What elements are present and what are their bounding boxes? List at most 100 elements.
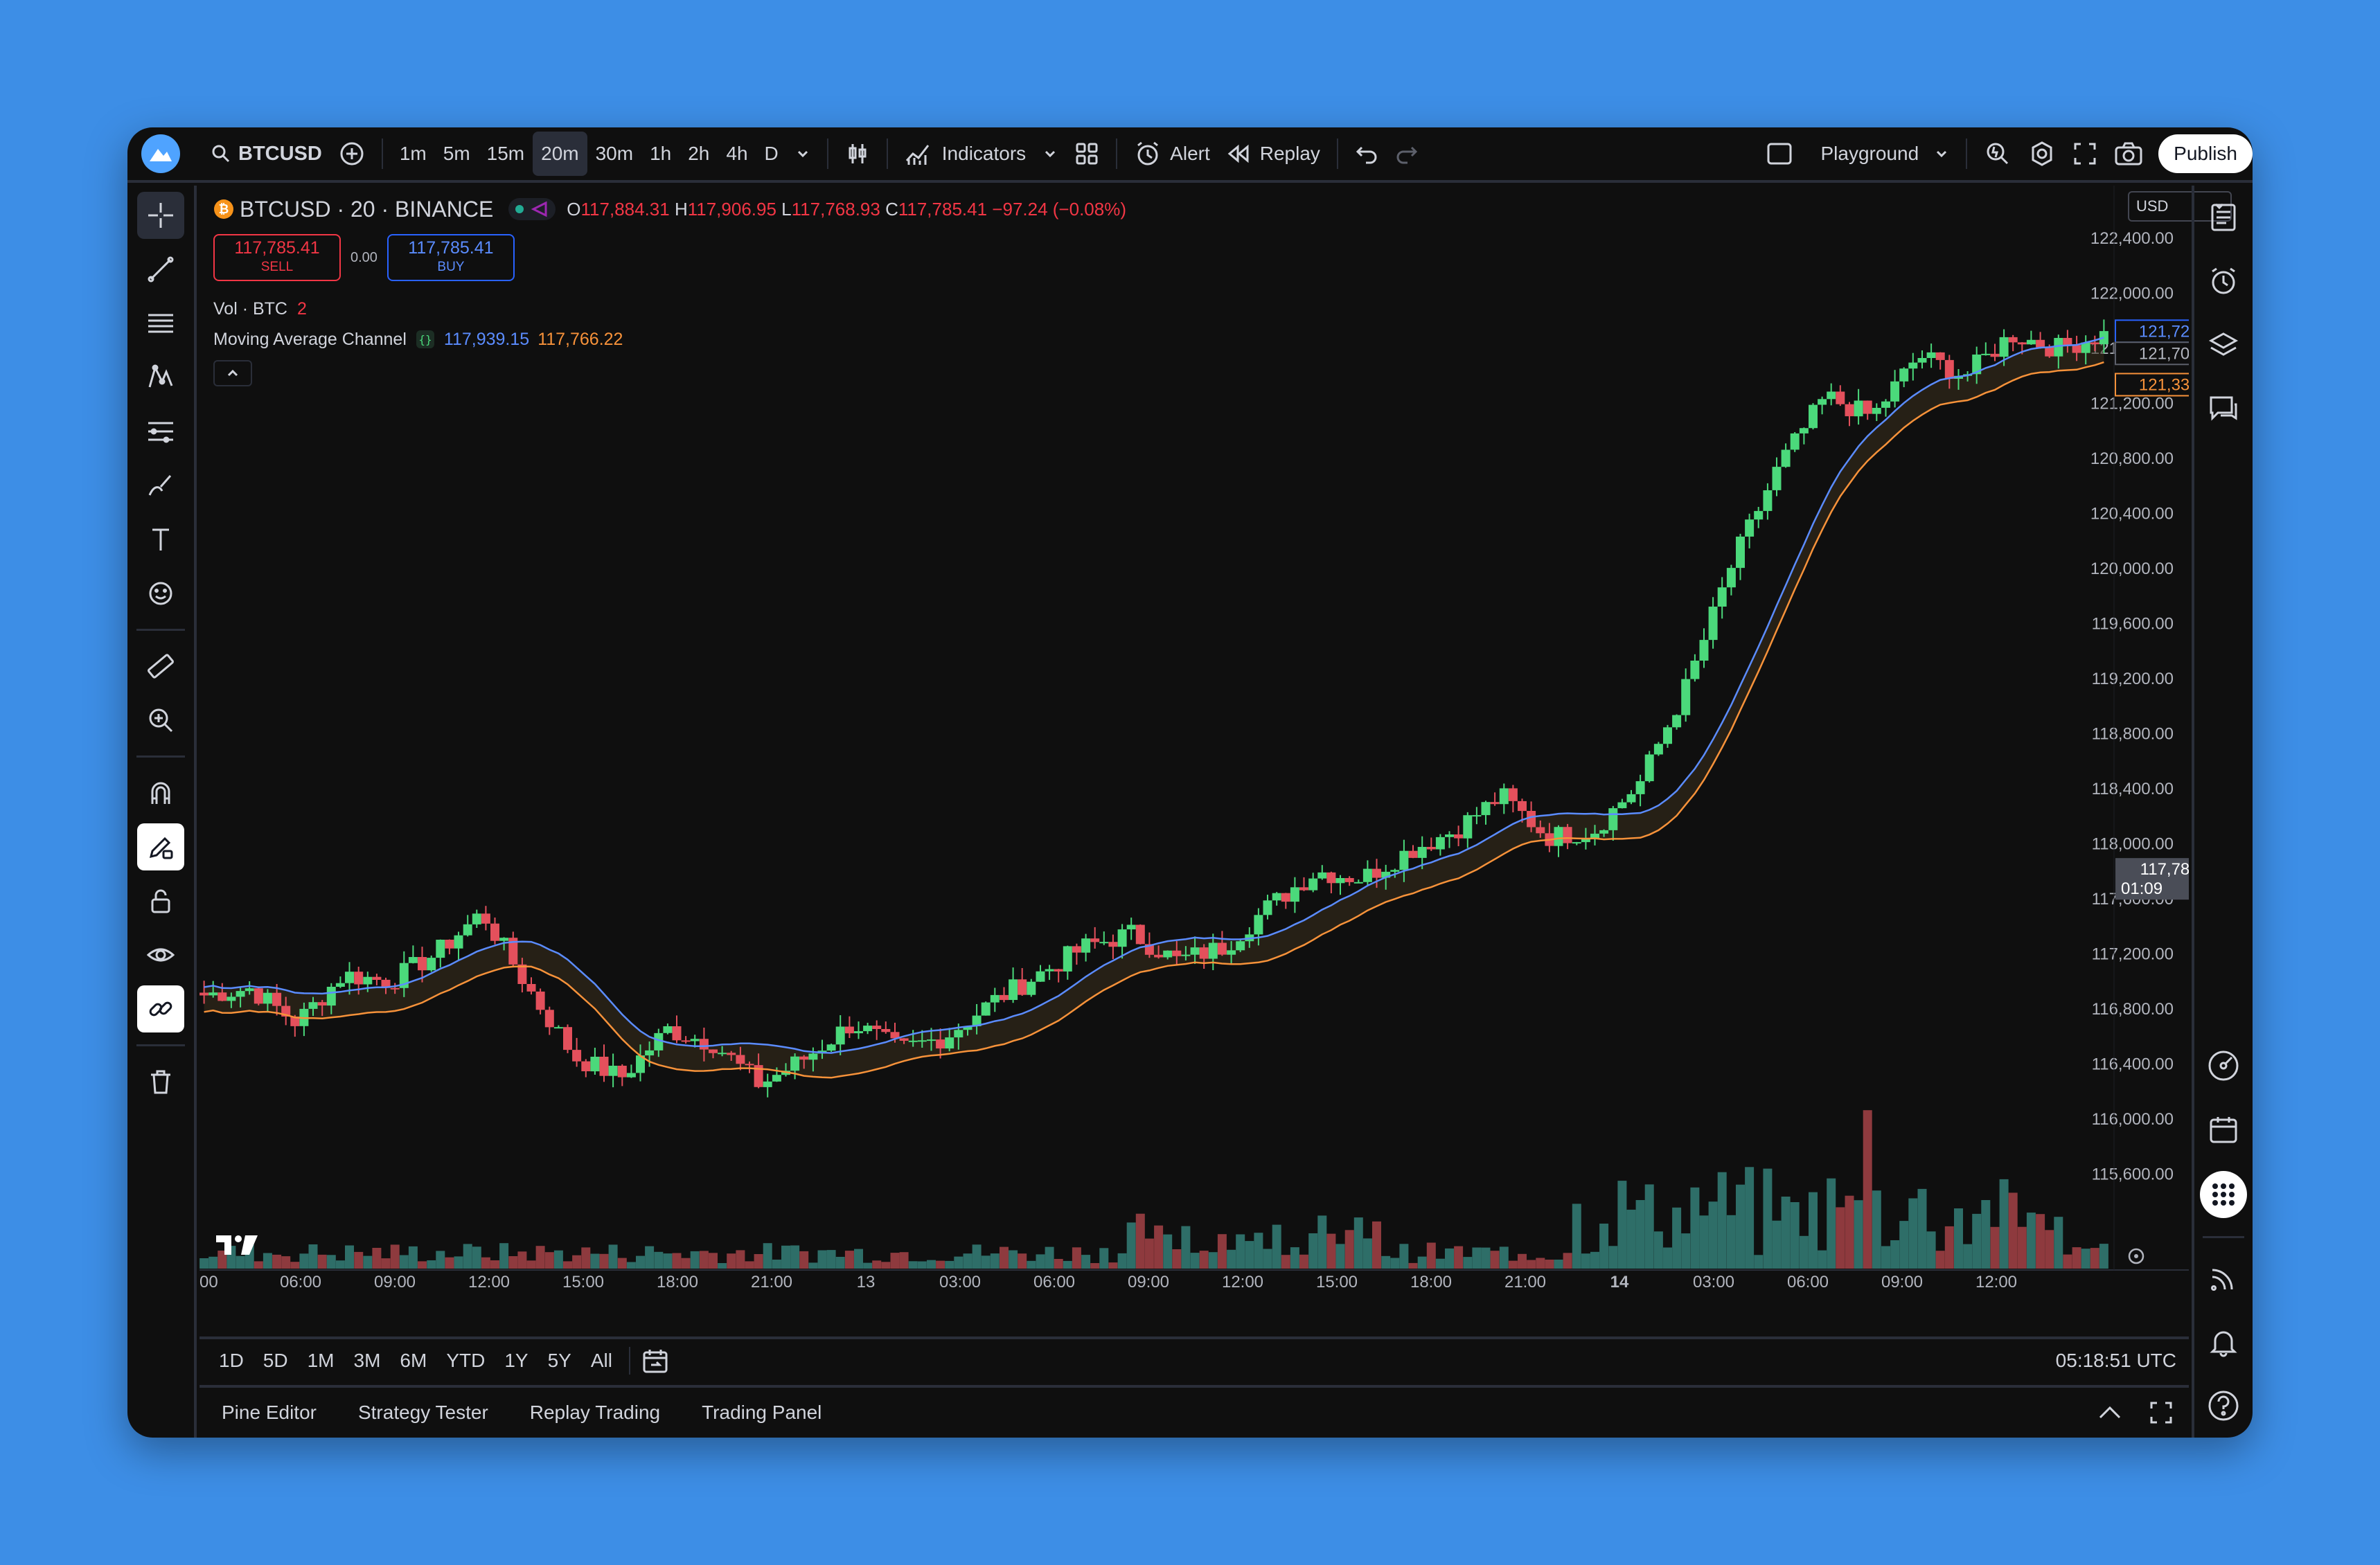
fullscreen-button[interactable]: [2064, 132, 2106, 176]
candle-body: [690, 1039, 700, 1041]
candle-body: [2045, 347, 2054, 357]
undo-button[interactable]: [1347, 132, 1387, 176]
volume-bar: [2026, 1213, 2036, 1269]
indicators-button[interactable]: Indicators: [896, 132, 1034, 176]
sell-button[interactable]: 117,785.41 SELL: [213, 234, 341, 281]
chevron-up-icon[interactable]: [2096, 1402, 2124, 1423]
compare-symbol-button[interactable]: [330, 132, 373, 176]
candle-body: [1781, 449, 1791, 467]
stay-in-drawing-mode-tool[interactable]: [137, 823, 184, 870]
market-status[interactable]: [508, 198, 556, 220]
tradingview-logo: [216, 1235, 258, 1255]
range-6m[interactable]: 6M: [400, 1350, 427, 1371]
lock-drawings-tool[interactable]: [137, 877, 184, 924]
notifications-button[interactable]: [2201, 1320, 2246, 1364]
quick-search-button[interactable]: [1975, 132, 2020, 176]
range-all[interactable]: All: [590, 1350, 612, 1371]
templates-button[interactable]: [1066, 132, 1108, 176]
settings-button[interactable]: [2020, 132, 2064, 176]
interval-dropdown[interactable]: [787, 132, 819, 176]
spread-value: 0.00: [350, 249, 378, 265]
range-ytd[interactable]: YTD: [446, 1350, 486, 1371]
watchlist-button[interactable]: [2201, 195, 2246, 240]
volume-bar: [1063, 1260, 1072, 1269]
fib-tool[interactable]: [137, 300, 184, 347]
range-5d[interactable]: 5D: [263, 1350, 288, 1371]
brush-tool[interactable]: [137, 462, 184, 509]
interval-4h[interactable]: 4h: [726, 143, 748, 164]
magnet-icon: [151, 782, 170, 804]
trend-line-tool[interactable]: [137, 246, 184, 293]
trash-icon: [151, 1070, 170, 1094]
pattern-tool[interactable]: [137, 354, 184, 401]
ma-channel-legend[interactable]: Moving Average Channel {} 117,939.15 117…: [213, 324, 1126, 355]
volume-legend[interactable]: Vol · BTC 2: [213, 294, 1126, 324]
interval-30m[interactable]: 30m: [595, 143, 634, 164]
time-axis-settings-icon[interactable]: [2125, 1245, 2147, 1267]
candle-body: [1435, 837, 1445, 850]
calendar-button[interactable]: [2201, 1107, 2246, 1152]
sync-drawings-tool[interactable]: [137, 985, 184, 1032]
time-axis-label: 21:00: [751, 1273, 792, 1291]
utc-clock[interactable]: 05:18:51 UTC: [2055, 1350, 2176, 1371]
forecast-tool[interactable]: [137, 408, 184, 455]
object-tree-button[interactable]: [2201, 323, 2246, 367]
chat-button[interactable]: [2201, 386, 2246, 431]
quick-search-icon: [1987, 143, 2009, 165]
chart-type-button[interactable]: [837, 132, 878, 176]
range-5y[interactable]: 5Y: [547, 1350, 571, 1371]
publish-button[interactable]: Publish: [2158, 134, 2253, 173]
interval-15m[interactable]: 15m: [486, 143, 525, 164]
go-to-date-icon[interactable]: [641, 1347, 669, 1375]
measure-tool[interactable]: [137, 643, 184, 690]
symbol-title[interactable]: BTCUSD · 20 · BINANCE: [240, 196, 494, 222]
replay-button[interactable]: Replay: [1218, 132, 1329, 176]
interval-20m[interactable]: 20m: [533, 132, 587, 176]
streams-button[interactable]: [2201, 1256, 2246, 1300]
collapse-legend-button[interactable]: [213, 360, 252, 386]
zoom-tool[interactable]: [137, 697, 184, 744]
app-logo-icon[interactable]: [141, 134, 180, 173]
panel-tab-replay-trading[interactable]: Replay Trading: [529, 1402, 661, 1423]
range-1d[interactable]: 1D: [219, 1350, 244, 1371]
interval-1m[interactable]: 1m: [399, 143, 427, 164]
interval-1h[interactable]: 1h: [650, 143, 672, 164]
maximize-panel-icon[interactable]: [2149, 1400, 2174, 1425]
alert-button[interactable]: Alert: [1126, 132, 1218, 176]
range-3m[interactable]: 3M: [353, 1350, 381, 1371]
snapshot-button[interactable]: [2106, 132, 2151, 176]
interval-5m[interactable]: 5m: [443, 143, 470, 164]
apps-button[interactable]: [2200, 1171, 2247, 1218]
indicators-dropdown[interactable]: [1034, 132, 1066, 176]
alerts-panel-button[interactable]: [2201, 259, 2246, 303]
buy-button[interactable]: 117,785.41 BUY: [387, 234, 515, 281]
panel-tab-trading-panel[interactable]: Trading Panel: [702, 1402, 822, 1423]
range-1y[interactable]: 1Y: [504, 1350, 529, 1371]
price-chart[interactable]: 122,400.00122,000.00121,600.00121,200.00…: [199, 186, 2189, 1336]
crosshair-tool[interactable]: [137, 192, 184, 239]
icon-tool[interactable]: [137, 570, 184, 617]
chart-pane[interactable]: 122,400.00122,000.00121,600.00121,200.00…: [199, 186, 2232, 1336]
volume-bar: [490, 1260, 499, 1269]
magnet-tool[interactable]: [137, 769, 184, 816]
panel-tab-strategy-tester[interactable]: Strategy Tester: [357, 1402, 488, 1423]
candle-body: [1190, 947, 1200, 955]
text-tool[interactable]: [137, 516, 184, 563]
hide-drawings-tool[interactable]: [137, 931, 184, 978]
trading-performance-button[interactable]: [2201, 1044, 2246, 1088]
remove-drawings-tool[interactable]: [137, 1058, 184, 1105]
layout-select[interactable]: Playground: [1757, 132, 1958, 176]
time-axis-label: 09:00: [1128, 1273, 1169, 1291]
help-button[interactable]: [2201, 1384, 2246, 1428]
redo-button[interactable]: [1387, 132, 1427, 176]
volume-bar: [1881, 1246, 1890, 1269]
interval-2h[interactable]: 2h: [688, 143, 710, 164]
range-1m[interactable]: 1M: [307, 1350, 335, 1371]
candle-body: [199, 992, 209, 996]
volume-bar: [2090, 1248, 2099, 1269]
volume-bar: [572, 1255, 582, 1269]
symbol-search[interactable]: BTCUSD: [202, 132, 330, 176]
interval-D[interactable]: D: [764, 143, 779, 164]
panel-tab-pine-editor[interactable]: Pine Editor: [222, 1402, 317, 1423]
volume-bar: [727, 1253, 736, 1269]
